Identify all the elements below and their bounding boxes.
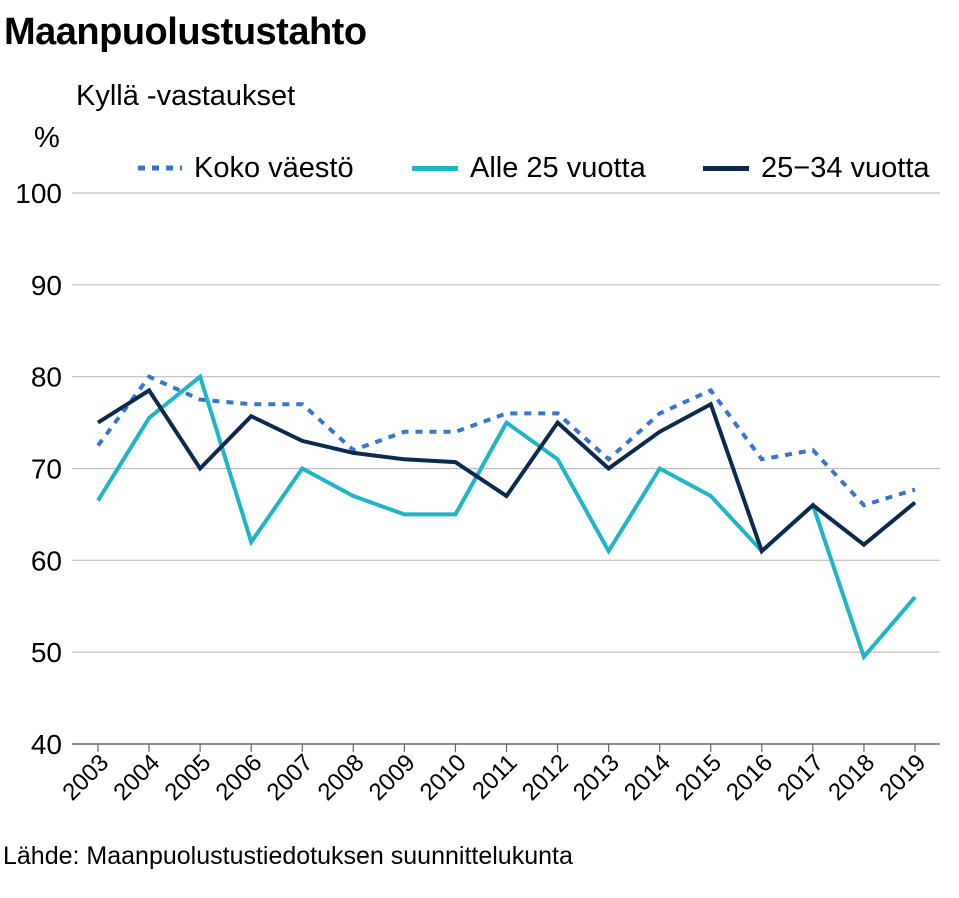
x-tick-label-2014: 2014 bbox=[619, 749, 676, 806]
y-tick-label-80: 80 bbox=[31, 362, 62, 393]
x-tick-label-2016: 2016 bbox=[721, 749, 778, 806]
legend-item-koko-vaesto: Koko väestö bbox=[136, 150, 354, 186]
x-tick-label-2007: 2007 bbox=[262, 749, 319, 806]
y-tick-label-60: 60 bbox=[31, 545, 62, 576]
x-tick-label-2010: 2010 bbox=[415, 749, 472, 806]
x-tick-label-2005: 2005 bbox=[160, 749, 217, 806]
source-note: Lähde: Maanpuolustustiedotuksen suunnitt… bbox=[3, 842, 573, 870]
legend-swatch-alle-25 bbox=[412, 165, 458, 171]
x-tick-label-2013: 2013 bbox=[568, 749, 625, 806]
y-tick-label-50: 50 bbox=[31, 637, 62, 668]
legend-item-25-34: 25−34 vuotta bbox=[703, 150, 930, 186]
line-chart: 4050607080901002003200420052006200720082… bbox=[15, 178, 940, 806]
legend-label-koko-vaesto: Koko väestö bbox=[194, 152, 354, 184]
chart-title: Maanpuolustustahto bbox=[4, 11, 367, 53]
x-tick-label-2003: 2003 bbox=[57, 749, 114, 806]
x-tick-label-2017: 2017 bbox=[772, 749, 829, 806]
y-tick-label-40: 40 bbox=[31, 729, 62, 760]
legend-swatch-25-34 bbox=[703, 165, 749, 171]
x-tick-label-2004: 2004 bbox=[108, 749, 165, 806]
legend-label-25-34: 25−34 vuotta bbox=[761, 152, 930, 184]
series-line-alle-25 bbox=[96, 373, 917, 661]
x-tick-label-2012: 2012 bbox=[517, 749, 574, 806]
chart-subtitle: Kyllä -vastaukset bbox=[76, 80, 296, 112]
x-tick-label-2006: 2006 bbox=[211, 749, 268, 806]
x-tick-label-2019: 2019 bbox=[874, 749, 931, 806]
y-tick-label-90: 90 bbox=[31, 270, 62, 301]
y-tick-label-100: 100 bbox=[15, 178, 62, 209]
legend-item-alle-25: Alle 25 vuotta bbox=[412, 150, 646, 186]
x-tick-label-2008: 2008 bbox=[313, 749, 370, 806]
series-line-25-34 bbox=[96, 387, 917, 555]
y-tick-label-70: 70 bbox=[31, 454, 62, 485]
x-tick-label-2009: 2009 bbox=[364, 749, 421, 806]
x-tick-label-2011: 2011 bbox=[467, 749, 523, 805]
y-axis-unit: % bbox=[34, 122, 60, 154]
x-tick-label-2015: 2015 bbox=[670, 749, 727, 806]
legend-label-alle-25: Alle 25 vuotta bbox=[470, 152, 646, 184]
x-tick-label-2018: 2018 bbox=[823, 749, 880, 806]
